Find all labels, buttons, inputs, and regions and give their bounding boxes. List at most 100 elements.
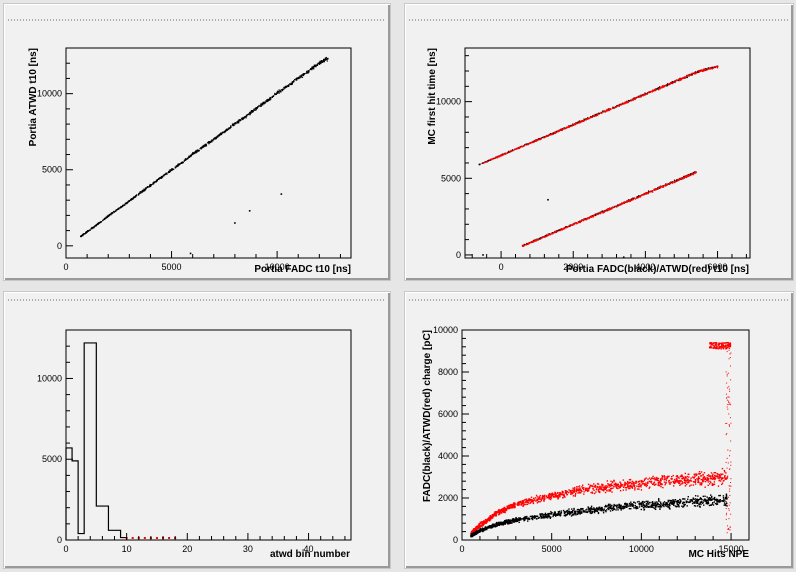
scatter-point bbox=[538, 498, 540, 501]
scatter-point bbox=[720, 474, 723, 476]
scatter-point bbox=[668, 475, 670, 477]
scatter-point bbox=[502, 153, 505, 155]
scatter-point bbox=[625, 486, 627, 489]
scatter-point bbox=[293, 80, 295, 83]
scatter-point bbox=[666, 85, 668, 87]
scatter-point bbox=[645, 482, 647, 484]
scatter-point bbox=[653, 89, 655, 92]
scatter-point bbox=[600, 112, 602, 114]
scatter-point bbox=[121, 205, 123, 207]
scatter-point bbox=[482, 254, 484, 256]
scatter-point bbox=[694, 475, 696, 478]
scatter-point bbox=[713, 345, 716, 348]
scatter-point bbox=[686, 76, 688, 79]
scatter-point bbox=[505, 508, 507, 511]
scatter-point bbox=[661, 476, 663, 479]
scatter-point bbox=[551, 493, 553, 496]
scatter-point bbox=[230, 125, 232, 127]
scatter-point bbox=[264, 102, 267, 104]
scatter-point bbox=[551, 134, 553, 136]
scatter-point bbox=[531, 517, 534, 519]
scatter-point bbox=[578, 489, 580, 492]
scatter-point bbox=[565, 490, 567, 492]
scatter-point bbox=[627, 200, 629, 202]
scatter-point bbox=[552, 496, 555, 498]
scatter-point bbox=[210, 140, 212, 143]
scatter-point bbox=[476, 528, 478, 530]
scatter-point bbox=[634, 97, 636, 99]
scatter-point bbox=[543, 517, 546, 519]
scatter-point bbox=[115, 210, 117, 212]
scatter-point bbox=[683, 477, 685, 480]
scatter-point bbox=[597, 483, 600, 485]
scatter-point bbox=[523, 503, 526, 506]
scatter-point bbox=[667, 84, 669, 86]
scatter-point bbox=[506, 519, 508, 521]
scatter-point bbox=[604, 209, 606, 212]
scatter-point bbox=[622, 102, 624, 104]
scatter-point bbox=[711, 68, 713, 70]
scatter-point bbox=[580, 492, 582, 494]
scatter-point bbox=[527, 520, 529, 522]
scatter-point bbox=[277, 90, 279, 92]
scatter-point bbox=[487, 526, 489, 529]
scatter-point bbox=[687, 473, 689, 476]
x-tick-label: 30 bbox=[243, 544, 253, 554]
scatter-point bbox=[700, 471, 703, 473]
scatter-point bbox=[680, 79, 682, 82]
scatter-point bbox=[575, 222, 577, 224]
scatter-point bbox=[561, 490, 563, 493]
scatter-point bbox=[513, 520, 515, 522]
scatter-point bbox=[699, 472, 702, 475]
scatter-point bbox=[725, 345, 727, 347]
scatter-point bbox=[665, 482, 667, 485]
scatter-point bbox=[617, 105, 619, 107]
x-tick-label: 40 bbox=[304, 544, 314, 554]
scatter-point bbox=[559, 494, 562, 496]
scatter-point bbox=[604, 487, 606, 489]
scatter-point bbox=[659, 479, 662, 481]
scatter-point bbox=[106, 216, 109, 218]
scatter-point bbox=[689, 174, 691, 177]
scatter-point bbox=[627, 485, 629, 487]
scatter-point bbox=[618, 204, 621, 207]
scatter-point bbox=[725, 347, 728, 350]
scatter-point bbox=[491, 524, 493, 526]
scatter-point bbox=[647, 193, 649, 195]
scatter-point bbox=[317, 63, 319, 65]
scatter-point bbox=[542, 136, 544, 139]
scatter-point bbox=[583, 218, 585, 220]
scatter-point bbox=[690, 174, 692, 177]
scatter-point bbox=[129, 199, 131, 202]
scatter-point bbox=[151, 184, 153, 186]
scatter-point bbox=[498, 524, 501, 526]
scatter-point bbox=[558, 492, 561, 494]
scatter-point bbox=[676, 481, 679, 483]
scatter-point bbox=[651, 89, 653, 91]
scatter-point bbox=[627, 99, 630, 102]
scatter-point bbox=[238, 119, 240, 121]
scatter-point bbox=[220, 132, 222, 134]
scatter-point bbox=[680, 78, 683, 80]
scatter-point bbox=[700, 70, 702, 72]
scatter-point bbox=[545, 136, 547, 138]
scatter-point bbox=[593, 214, 596, 216]
scatter-point bbox=[495, 513, 498, 515]
scatter-point bbox=[664, 185, 667, 187]
scatter-point bbox=[190, 154, 192, 156]
scatter-point bbox=[676, 478, 678, 480]
scatter-point bbox=[677, 479, 679, 482]
scatter-point bbox=[580, 220, 583, 222]
scatter-point bbox=[87, 230, 89, 232]
scatter-point bbox=[622, 479, 625, 481]
scatter-point bbox=[562, 496, 564, 499]
scatter-point bbox=[549, 134, 551, 136]
scatter-point bbox=[501, 154, 503, 157]
scatter-point bbox=[669, 183, 671, 185]
scatter-point bbox=[666, 475, 669, 478]
scatter-point bbox=[283, 88, 285, 90]
scatter-point bbox=[673, 179, 676, 181]
scatter-point bbox=[261, 104, 263, 106]
scatter-point bbox=[184, 159, 187, 161]
